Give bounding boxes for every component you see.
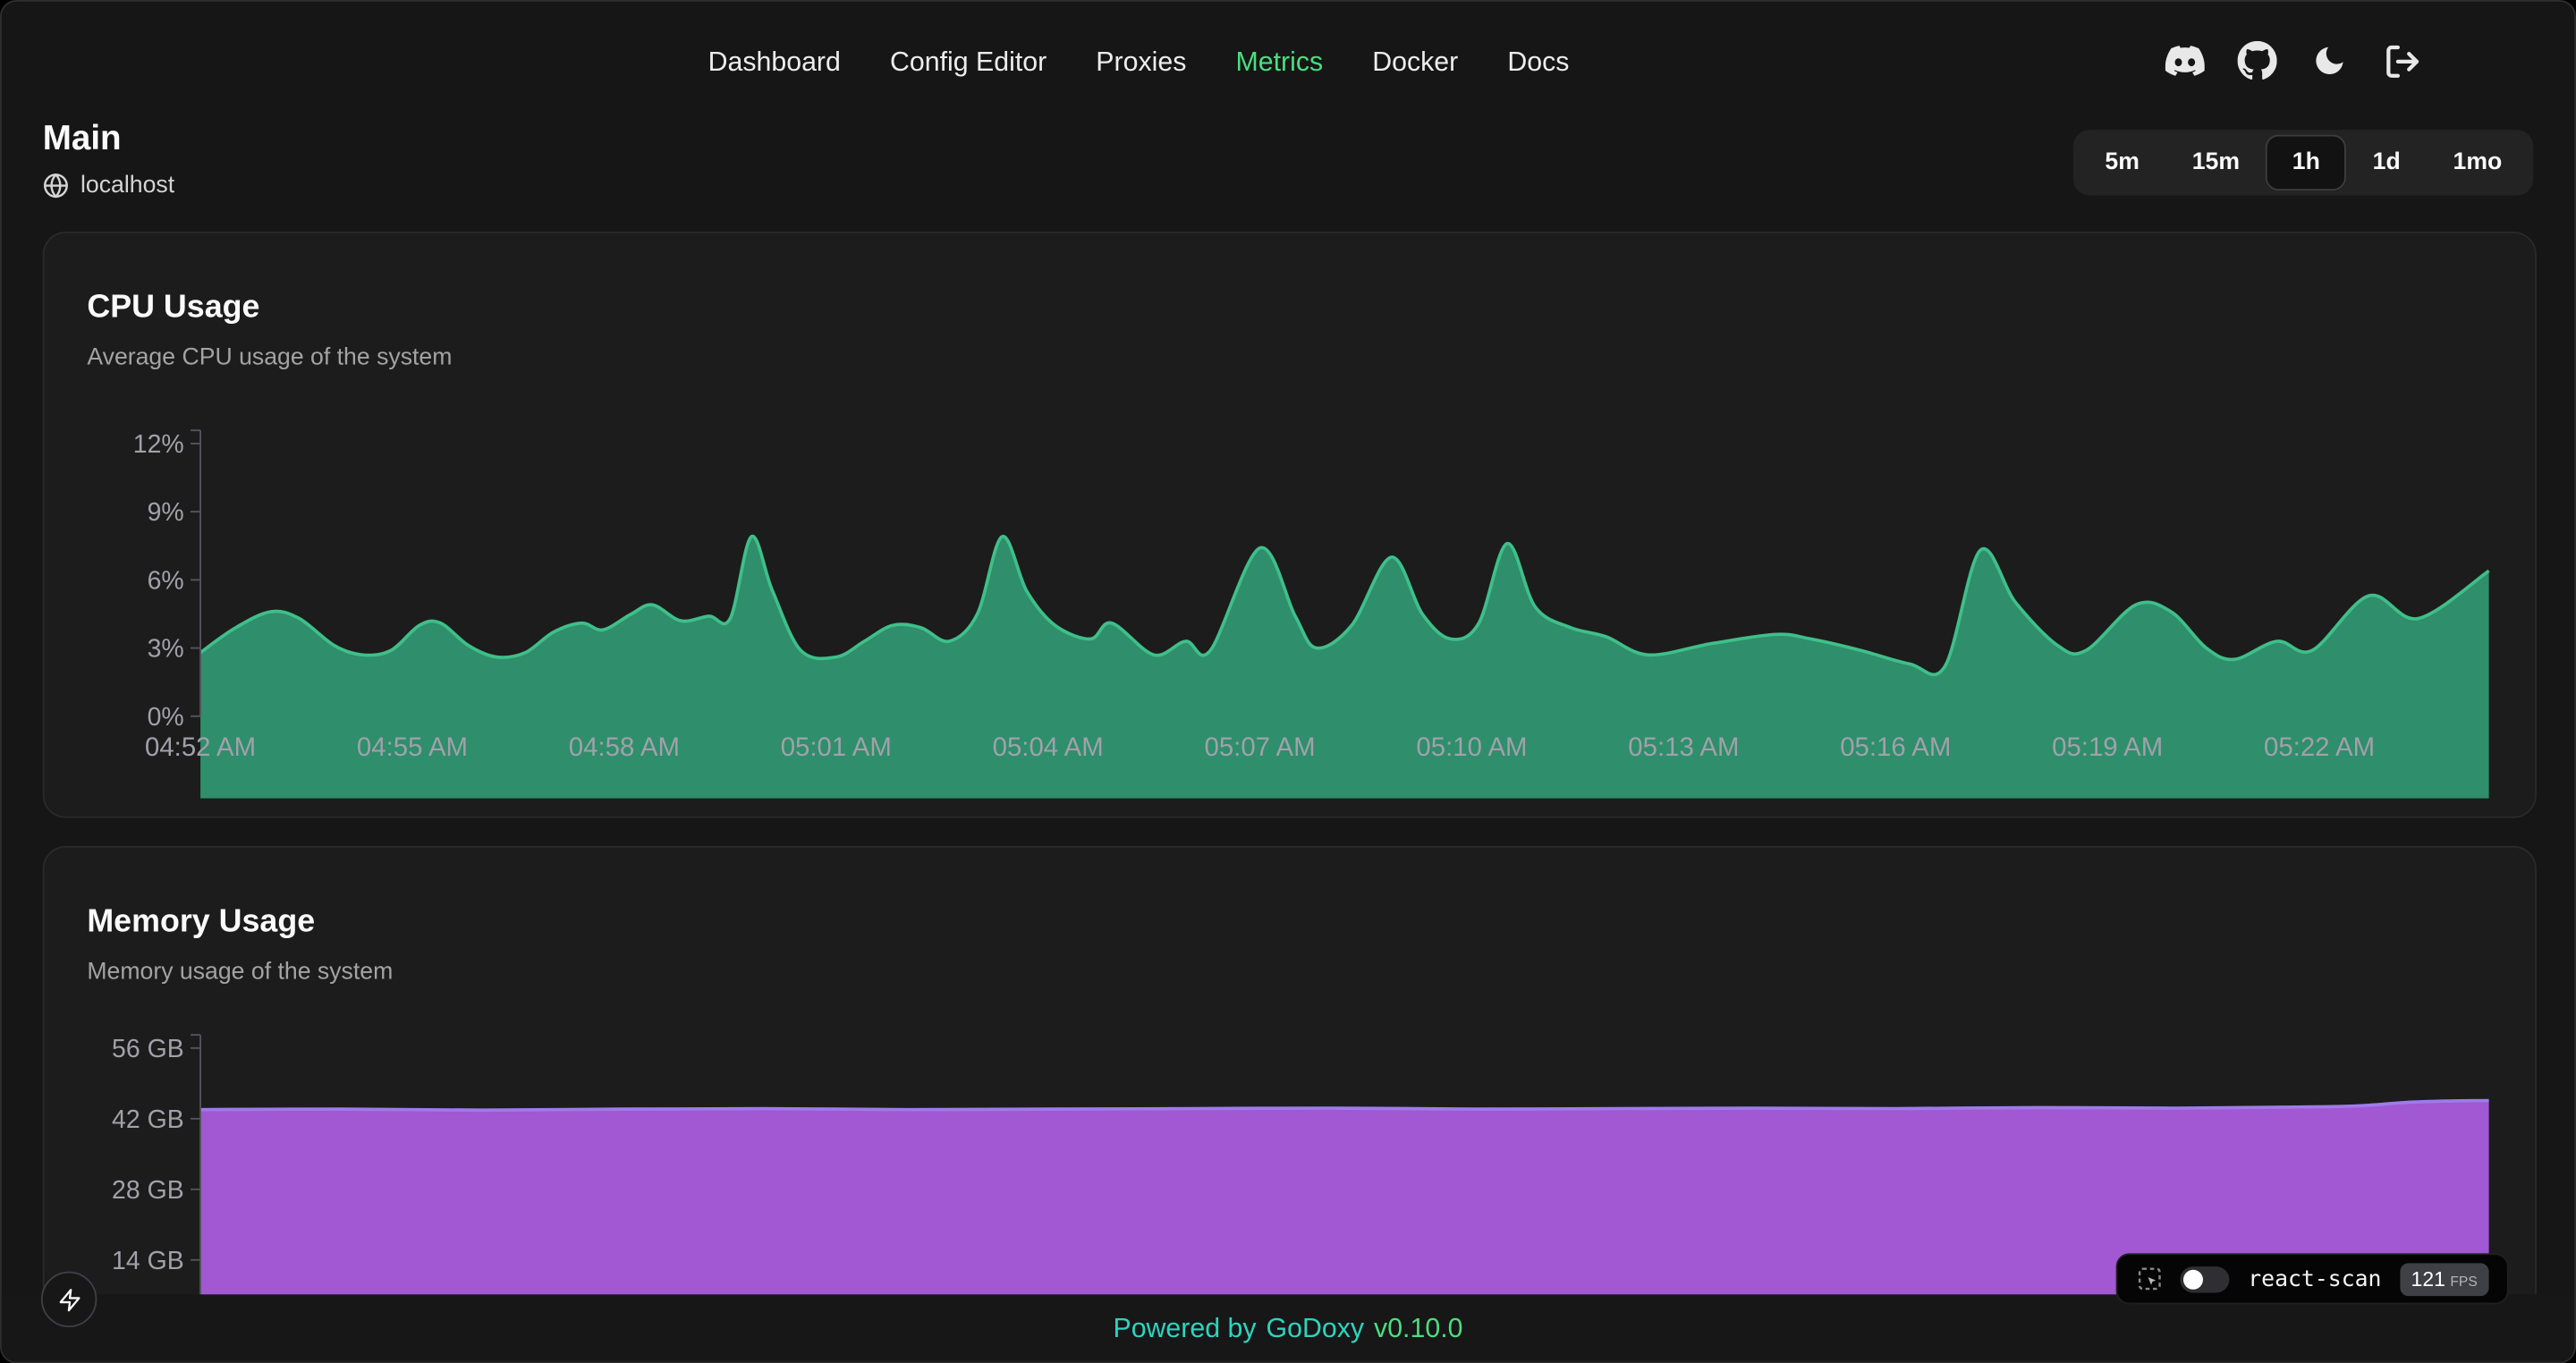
- memory-usage-chart[interactable]: 14 GB 28 GB 42 GB 56 GB: [45, 1021, 2538, 1298]
- inspect-frame-icon: [2138, 1267, 2161, 1291]
- version-text: v0.10.0: [1374, 1314, 1463, 1344]
- logout-button[interactable]: [2382, 41, 2421, 80]
- svg-text:0%: 0%: [148, 703, 184, 732]
- time-range-5m[interactable]: 5m: [2105, 149, 2140, 176]
- nav-item-metrics[interactable]: Metrics: [1235, 47, 1324, 77]
- github-link[interactable]: [2237, 40, 2277, 80]
- logout-icon: [2385, 45, 2419, 77]
- svg-text:05:07 AM: 05:07 AM: [1205, 732, 1316, 762]
- cpu-card-title: CPU Usage: [87, 289, 260, 326]
- react-scan-label: react-scan: [2248, 1266, 2382, 1292]
- moon-icon: [2316, 47, 2343, 75]
- svg-text:04:55 AM: 04:55 AM: [357, 732, 468, 762]
- nav-item-docker[interactable]: Docker: [1372, 47, 1459, 77]
- svg-text:05:22 AM: 05:22 AM: [2264, 732, 2375, 762]
- time-range-1mo[interactable]: 1mo: [2453, 149, 2503, 176]
- nav-item-proxies[interactable]: Proxies: [1096, 47, 1187, 77]
- react-scan-toggle[interactable]: [2180, 1266, 2231, 1292]
- top-nav: Dashboard Config Editor Proxies Metrics …: [708, 38, 1570, 87]
- svg-text:9%: 9%: [148, 498, 184, 527]
- lightning-icon: [58, 1288, 80, 1311]
- fps-unit: FPS: [2450, 1272, 2478, 1289]
- toggle-knob: [2183, 1268, 2204, 1289]
- time-range-1d[interactable]: 1d: [2372, 149, 2401, 176]
- discord-link[interactable]: [2165, 41, 2205, 80]
- svg-text:28 GB: 28 GB: [112, 1176, 184, 1205]
- svg-text:56 GB: 56 GB: [112, 1035, 184, 1063]
- react-scan-toolbar: react-scan 121 FPS: [2116, 1253, 2509, 1305]
- svg-text:3%: 3%: [148, 635, 184, 664]
- svg-text:05:19 AM: 05:19 AM: [2052, 732, 2163, 762]
- memory-card-title: Memory Usage: [87, 903, 316, 940]
- host-label: localhost: [80, 172, 175, 199]
- svg-text:42 GB: 42 GB: [112, 1105, 184, 1134]
- svg-text:04:58 AM: 04:58 AM: [569, 732, 680, 762]
- globe-icon: [43, 174, 68, 199]
- time-range-selector: 5m 15m 1h 1d 1mo: [2073, 130, 2534, 196]
- svg-text:05:16 AM: 05:16 AM: [1840, 732, 1951, 762]
- inspect-button[interactable]: [2136, 1266, 2162, 1291]
- host-row: localhost: [43, 173, 174, 199]
- nav-item-dashboard[interactable]: Dashboard: [708, 47, 841, 77]
- github-icon: [2237, 40, 2277, 80]
- svg-text:05:10 AM: 05:10 AM: [1416, 732, 1527, 762]
- svg-text:04:52 AM: 04:52 AM: [145, 732, 256, 762]
- time-range-15m[interactable]: 15m: [2191, 149, 2241, 176]
- godoxy-link[interactable]: GoDoxy: [1266, 1314, 1365, 1344]
- svg-text:6%: 6%: [148, 566, 184, 595]
- cpu-card-subtitle: Average CPU usage of the system: [87, 344, 453, 372]
- cpu-usage-chart[interactable]: 0% 3% 6% 9% 12% 04:52 AM 04:55 AM 04:58 AM 05:01…: [45, 418, 2538, 799]
- fps-badge: 121 FPS: [2399, 1262, 2489, 1296]
- svg-text:05:01 AM: 05:01 AM: [781, 732, 892, 762]
- discord-icon: [2165, 46, 2205, 76]
- nav-item-config-editor[interactable]: Config Editor: [890, 47, 1047, 77]
- fps-value: 121: [2411, 1267, 2445, 1291]
- svg-text:05:04 AM: 05:04 AM: [993, 732, 1104, 762]
- theme-toggle-button[interactable]: [2309, 41, 2349, 80]
- svg-text:14 GB: 14 GB: [112, 1247, 184, 1275]
- memory-card-subtitle: Memory usage of the system: [87, 959, 394, 986]
- nav-icon-group: [2165, 40, 2422, 80]
- nav-item-docs[interactable]: Docs: [1507, 47, 1570, 77]
- time-range-1h[interactable]: 1h: [2266, 134, 2347, 191]
- cpu-usage-card: CPU Usage Average CPU usage of the syste…: [42, 231, 2538, 818]
- svg-text:12%: 12%: [133, 430, 184, 459]
- footer: Powered by GoDoxy v0.10.0: [1, 1294, 2575, 1362]
- powered-by-text: Powered by: [1113, 1314, 1257, 1344]
- svg-text:05:13 AM: 05:13 AM: [1628, 732, 1739, 762]
- page-title: Main: [42, 120, 122, 158]
- lightning-button[interactable]: [40, 1271, 97, 1328]
